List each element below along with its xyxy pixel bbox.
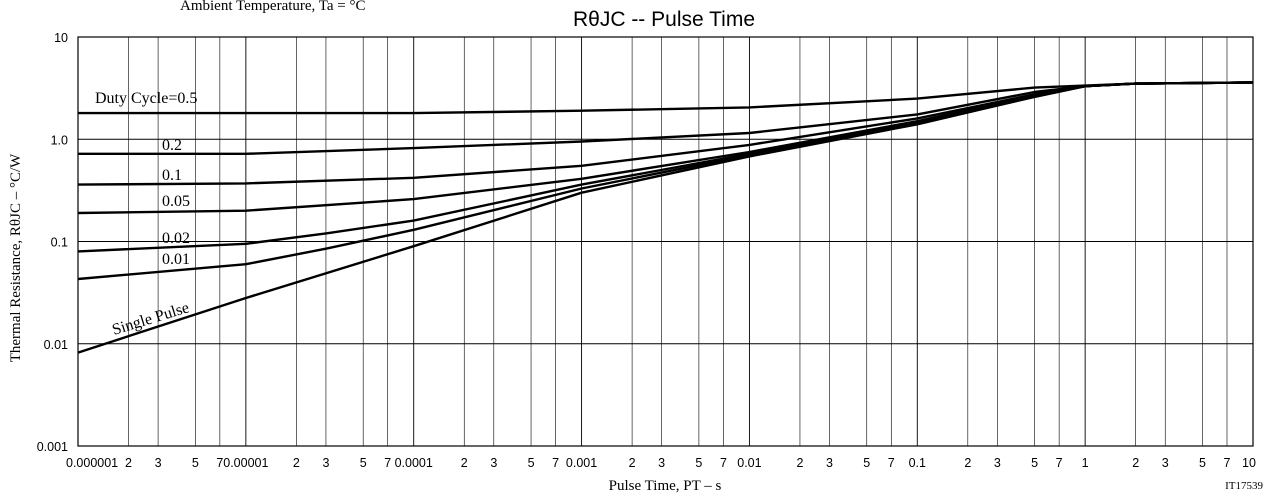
series-line bbox=[77, 81, 1254, 215]
figure-id: IT17539 bbox=[1225, 480, 1263, 492]
x-tick-label: 3 bbox=[322, 456, 329, 470]
x-tick-label: 5 bbox=[863, 456, 870, 470]
x-tick-label: 2 bbox=[796, 456, 803, 470]
x-tick-label: 7 bbox=[888, 456, 895, 470]
x-tick-label: 2 bbox=[461, 456, 468, 470]
y-tick-label: 1.0 bbox=[51, 133, 68, 147]
series-line bbox=[77, 81, 1254, 354]
x-tick-label: 7 bbox=[216, 456, 223, 470]
series-label: 0.01 bbox=[162, 251, 190, 268]
x-tick-label: 5 bbox=[192, 456, 199, 470]
series-label: 0.05 bbox=[162, 193, 190, 210]
x-tick-label: 2 bbox=[964, 456, 971, 470]
x-tick-label: 0.00001 bbox=[223, 456, 268, 470]
series-label: 0.02 bbox=[162, 230, 190, 247]
x-tick-label: 3 bbox=[994, 456, 1001, 470]
series-label: 0.1 bbox=[162, 167, 182, 184]
x-tick-label: 3 bbox=[826, 456, 833, 470]
y-tick-label: 0.01 bbox=[44, 338, 68, 352]
x-tick-label: 3 bbox=[155, 456, 162, 470]
x-tick-label: 0.000001 bbox=[66, 456, 118, 470]
y-tick-label: 0.001 bbox=[37, 440, 68, 454]
series-label: Single Pulse bbox=[110, 299, 191, 339]
x-tick-label: 7 bbox=[1056, 456, 1063, 470]
y-axis-label: Thermal Resistance, RθJC – °C/W bbox=[8, 153, 24, 362]
series-label: 0.2 bbox=[162, 137, 182, 154]
x-tick-label: 2 bbox=[125, 456, 132, 470]
series-lines bbox=[77, 81, 1254, 354]
x-tick-label: 0.0001 bbox=[395, 456, 433, 470]
x-tick-label: 5 bbox=[1031, 456, 1038, 470]
x-tick-label: 7 bbox=[384, 456, 391, 470]
x-tick-label: 0.001 bbox=[566, 456, 597, 470]
x-tick-label: 5 bbox=[695, 456, 702, 470]
x-tick-label: 2 bbox=[1132, 456, 1139, 470]
x-tick-label: 7 bbox=[1224, 456, 1231, 470]
x-tick-label: 3 bbox=[490, 456, 497, 470]
series-label: Duty Cycle=0.5 bbox=[95, 90, 197, 107]
y-tick-label: 10 bbox=[54, 31, 68, 45]
x-tick-label: 5 bbox=[1199, 456, 1206, 470]
series-line bbox=[77, 81, 1254, 281]
x-tick-label: 5 bbox=[360, 456, 367, 470]
x-tick-label: 1 bbox=[1082, 456, 1089, 470]
x-tick-label: 2 bbox=[293, 456, 300, 470]
chart-title: RθJC -- Pulse Time bbox=[573, 8, 755, 31]
y-tick-label: 0.1 bbox=[51, 236, 68, 250]
x-tick-label: 0.01 bbox=[737, 456, 761, 470]
x-tick-label: 7 bbox=[720, 456, 727, 470]
x-tick-label: 0.1 bbox=[909, 456, 926, 470]
x-tick-label: 2 bbox=[629, 456, 636, 470]
x-axis-label: Pulse Time, PT – s bbox=[609, 478, 722, 494]
series-line bbox=[77, 81, 1254, 253]
chart-header-partial: Ambient Temperature, Ta = °C bbox=[180, 0, 366, 14]
axes: 0.000001 2 3 5 7 0.00001 2 3 5 7 0.0001 2 3 5 7 0.001 2 3… bbox=[37, 31, 1256, 470]
x-tick-label: 5 bbox=[528, 456, 535, 470]
series-line bbox=[78, 81, 1254, 156]
x-tick-label: 3 bbox=[658, 456, 665, 470]
x-tick-label: 10 bbox=[1242, 456, 1256, 470]
x-tick-label: 3 bbox=[1162, 456, 1169, 470]
grid bbox=[77, 36, 1254, 447]
x-tick-label: 7 bbox=[552, 456, 559, 470]
plot-frame bbox=[77, 36, 1254, 447]
